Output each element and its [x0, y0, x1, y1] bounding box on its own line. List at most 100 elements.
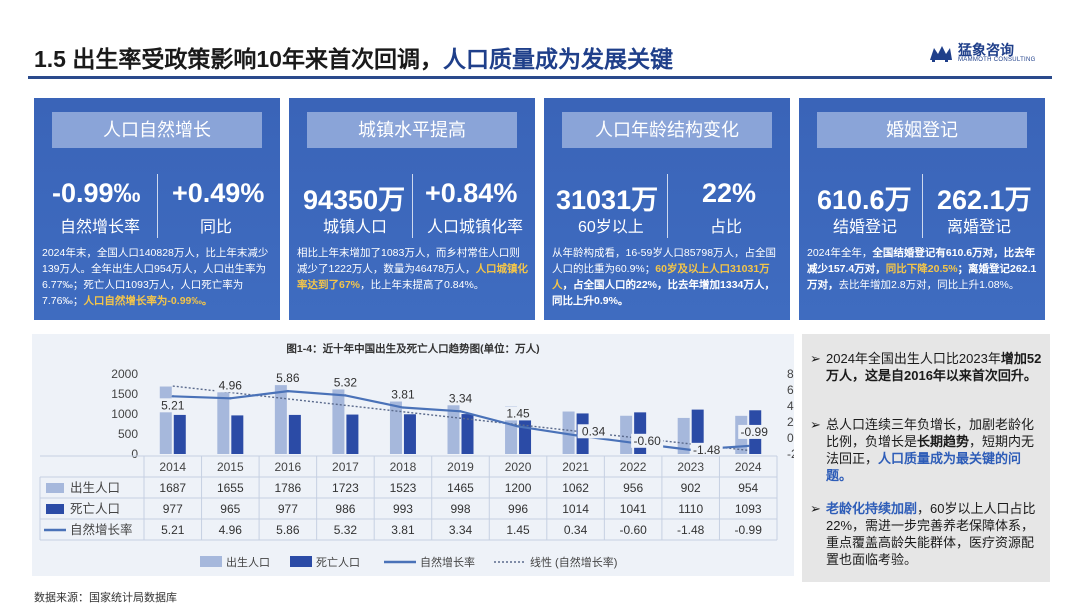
death-bar — [173, 414, 186, 454]
category-label: 2014 — [159, 460, 186, 474]
card-label-1: 城镇人口 — [323, 219, 388, 236]
table-cell: 1093 — [735, 502, 762, 516]
insight-item-2: ➢ 总人口连续三年负增长，加剧老龄化比例，负增长是长期趋势，短期内无法回正，人口质… — [810, 416, 1042, 484]
rate-label-bg — [156, 398, 189, 413]
rate-point — [286, 389, 290, 393]
card-description: 从年龄构成看，16-59岁人口85798万人，占全国人口的比重为60.9%；60… — [552, 245, 784, 309]
desc-segment: 全国结婚登记有610.6万对，比去年减少157.4万对， — [807, 247, 1036, 275]
insight-text: 老龄化持续加剧，60岁以上人口占比22%，需进一步完善养老保障体系，重点覆盖高龄… — [810, 500, 1042, 568]
table-cell: 5.32 — [334, 523, 358, 537]
rate-label-bg — [577, 424, 610, 439]
category-label: 2017 — [332, 460, 359, 474]
card-value-1: 94350万 — [303, 185, 406, 215]
table-cell: 1786 — [275, 481, 302, 495]
table-cell: 3.81 — [391, 523, 415, 537]
rate-point-label: 4.96 — [219, 378, 243, 392]
desc-segment: 60岁及以上人口31031万人 — [552, 263, 770, 291]
rate-point-label: 1.45 — [506, 406, 530, 420]
table-cell: 1523 — [390, 481, 417, 495]
rate-point-label: 5.86 — [276, 371, 300, 385]
desc-segment: 相比上年末增加了1083万人，而乡村常住人口则减少了1222万人，数量为4647… — [297, 247, 520, 275]
card-value-2: +0.84% — [425, 178, 518, 208]
legend-label: 死亡人口 — [316, 555, 360, 569]
insight-item-3: ➢ 老龄化持续加剧，60岁以上人口占比22%，需进一步完善养老保障体系，重点覆盖高… — [810, 500, 1042, 568]
left-axis-tick-label: 1000 — [111, 407, 138, 421]
table-cell: 1687 — [159, 481, 186, 495]
death-bar — [519, 414, 532, 454]
desc-segment: ，占全国人口的22%，比去年增加1334万人，同比上升0.9%。 — [552, 279, 775, 307]
bullet-segment: 人口质量成为最关键的问题。 — [826, 451, 1022, 483]
card-divider — [922, 174, 923, 238]
rate-label-bg — [329, 375, 362, 390]
table-row-label: 出生人口 — [70, 481, 120, 495]
rate-label-bg — [444, 391, 477, 406]
table-cell: 977 — [278, 502, 298, 516]
death-bar — [231, 415, 244, 454]
card-label-2: 同比 — [200, 219, 233, 236]
desc-segment: ，比上年末提高了0.84%。 — [360, 279, 485, 291]
card-value-2: 262.1万 — [937, 185, 1032, 215]
table-cell: 1062 — [562, 481, 589, 495]
card-value-2: +0.49% — [172, 178, 265, 208]
rate-point — [516, 425, 520, 428]
insight-text: 总人口连续三年负增长，加剧老龄化比例，负增长是长期趋势，短期内无法回正，人口质量… — [810, 416, 1042, 484]
birth-bar — [620, 415, 633, 454]
legend-label: 出生人口 — [226, 555, 270, 569]
table-cell: 986 — [335, 502, 355, 516]
category-label: 2020 — [505, 460, 532, 474]
table-cell: 3.34 — [449, 523, 473, 537]
rate-point — [747, 444, 750, 448]
desc-segment: 去比年增加2.8万对，同比上升1.08%。 — [838, 279, 1020, 291]
card-description: 2024年全年，全国结婚登记有610.6万对，比去年减少157.4万对，同比下降… — [807, 245, 1039, 293]
bullet-segment: 老龄化持续加剧 — [826, 501, 918, 516]
title-highlight: 人口质量成为发展关键 — [442, 46, 673, 72]
death-bar — [461, 414, 474, 454]
card-divider — [157, 174, 158, 238]
category-label: 2024 — [735, 460, 762, 474]
rate-point — [229, 397, 232, 400]
legend-key-death — [290, 556, 312, 567]
rate-label-bg — [738, 424, 771, 439]
bullet-segment: ，短期内无法回正， — [826, 434, 1035, 466]
table-cell: -0.99 — [735, 523, 763, 537]
desc-segment: ；离婚登记262.1万对， — [807, 263, 1037, 291]
rate-point-label: 0.34 — [582, 424, 606, 438]
right-axis-tick-label: 0 — [787, 431, 794, 445]
card-value-2: 22% — [702, 178, 757, 208]
rate-point-label: 3.81 — [391, 388, 415, 402]
card-label-1: 60岁以上 — [578, 219, 644, 236]
title-divider — [28, 76, 1052, 79]
card-description: 相比上年末增加了1083万人，而乡村常住人口则减少了1222万人，数量为4647… — [297, 245, 529, 293]
table-cell: 1200 — [505, 481, 532, 495]
rate-point — [574, 434, 577, 437]
card-natural-growth: 人口自然增长 -0.99‰ 自然增长率 +0.49% 同比 2024年末，全国人… — [34, 98, 280, 320]
rate-label-bg — [502, 406, 535, 421]
card-header: 人口年龄结构变化 — [562, 112, 772, 148]
card-marriage: 婚姻登记 610.6万 结婚登记 262.1万 离婚登记 2024年全年，全国结… — [799, 98, 1045, 320]
rate-point — [459, 410, 462, 413]
rate-label-bg — [386, 387, 419, 402]
header: 1.5 出生率受政策影响10年来首次回调，人口质量成为发展关键 猛象咨询 MAM… — [0, 0, 1080, 80]
card-divider — [412, 174, 413, 238]
bullet-segment: 长期趋势 — [917, 434, 970, 449]
arrow-bullet-icon: ➢ — [810, 351, 821, 366]
rate-label-bg — [631, 433, 664, 448]
table-cell: 0.34 — [564, 523, 588, 537]
birth-bar — [677, 417, 690, 454]
card-label-2: 占比 — [710, 219, 743, 236]
card-value-1: -0.99‰ — [52, 178, 141, 208]
card-label-1: 结婚登记 — [833, 219, 898, 236]
table-row-label: 死亡人口 — [70, 502, 120, 516]
card-value-1: 610.6万 — [817, 185, 912, 215]
table-cell: 902 — [681, 481, 701, 495]
birth-bar — [274, 382, 287, 454]
bullet-segment: 2024年全国出生人口比2023年 — [826, 351, 1001, 366]
card-label-1: 自然增长率 — [60, 219, 141, 236]
table-legend-key — [46, 483, 64, 493]
desc-segment: 人口自然增长率为-0.99‰。 — [83, 295, 213, 307]
rate-point — [171, 395, 174, 398]
desc-segment: 同比下降20.5% — [885, 263, 958, 275]
birth-bar — [389, 393, 402, 454]
rate-point-label: -1.48 — [693, 443, 721, 457]
table-cell: 1465 — [447, 481, 474, 495]
